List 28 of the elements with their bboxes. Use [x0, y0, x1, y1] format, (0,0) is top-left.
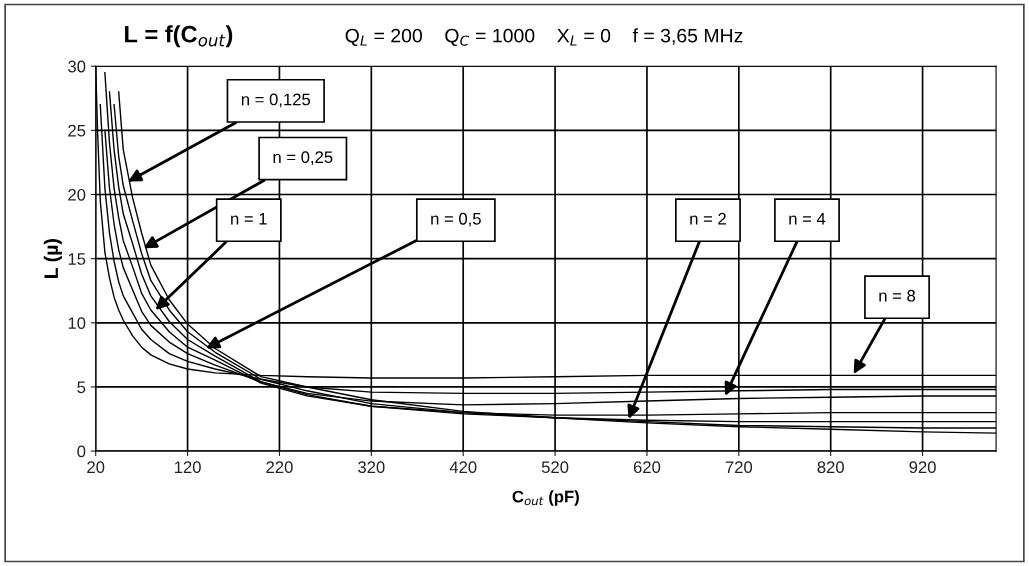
annotation: n = 0,25 — [273, 151, 333, 166]
chart-subtitle: Q$_{L}$ = 200 Q$_{C}$ = 1000 X$_{L}$ = 0 f = 3,65 MHz — [345, 28, 743, 46]
x-axis-title: C$_{out}$ (pF) — [512, 490, 579, 506]
y-tick-label: 0 — [77, 445, 86, 458]
y-tick-label: 5 — [77, 381, 86, 394]
annotation: n = 1 — [231, 213, 267, 225]
annotation: n = 0,5 — [431, 212, 481, 227]
annotation: n = 8 — [879, 289, 916, 302]
annotation: n = 0,125 — [241, 93, 311, 108]
x-tick-label: 620 — [633, 461, 661, 474]
x-tick-label: 120 — [174, 461, 201, 474]
x-tick-label: 20 — [87, 461, 105, 474]
y-tick-label: 20 — [68, 188, 86, 201]
x-tick-label: 320 — [358, 461, 385, 474]
x-tick-label: 420 — [449, 461, 477, 474]
y-tick-label: 30 — [68, 60, 86, 73]
x-tick-label: 720 — [725, 461, 753, 474]
y-tick-label: 10 — [68, 317, 86, 330]
y-tick-label: 15 — [68, 253, 86, 265]
annotation: n = 4 — [789, 213, 826, 225]
x-tick-label: 520 — [541, 461, 569, 474]
y-axis-title: L (µ) — [43, 239, 62, 278]
y-tick-label: 25 — [68, 124, 86, 137]
chart-title: L = f(C$_{out}$) — [125, 25, 233, 48]
x-tick-label: 920 — [909, 461, 936, 474]
x-tick-label: 220 — [266, 461, 293, 474]
annotation: n = 2 — [690, 212, 726, 225]
x-tick-label: 820 — [817, 461, 844, 474]
